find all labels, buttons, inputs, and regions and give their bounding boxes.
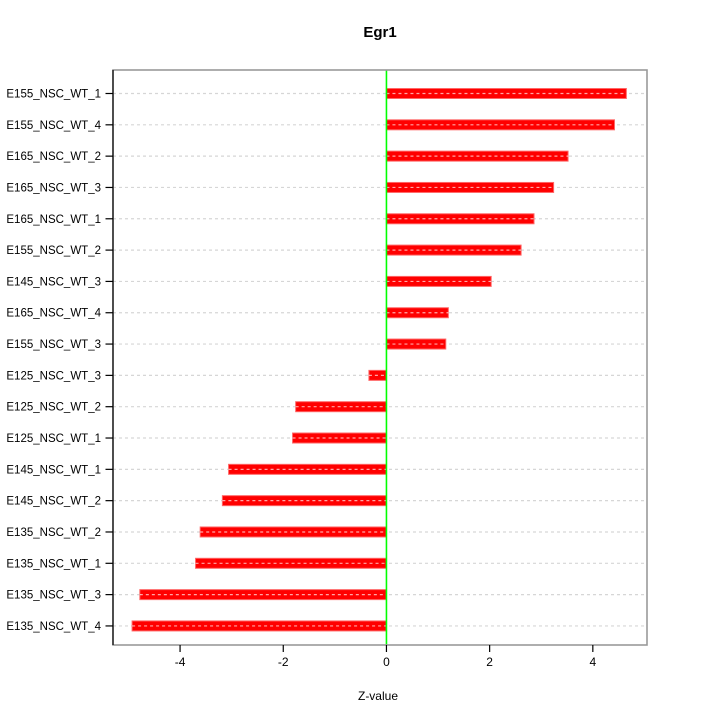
bar: [385, 88, 627, 99]
y-tick-label: E155_NSC_WT_2: [6, 245, 101, 257]
x-axis-label: Z-value: [358, 689, 398, 703]
y-tick-label: E155_NSC_WT_3: [6, 339, 101, 351]
y-tick-label: E125_NSC_WT_3: [6, 370, 101, 382]
y-tick-label: E165_NSC_WT_3: [6, 182, 101, 194]
y-tick-label: E135_NSC_WT_1: [6, 558, 101, 570]
y-tick-label: E145_NSC_WT_2: [6, 496, 101, 508]
bar: [385, 275, 492, 287]
y-tick-label: E145_NSC_WT_1: [6, 464, 101, 476]
x-tick-label: 2: [486, 655, 493, 669]
x-tick-label: -4: [175, 655, 186, 669]
y-tick-label: E155_NSC_WT_4: [6, 120, 101, 132]
y-tick-label: E125_NSC_WT_2: [6, 402, 101, 414]
x-tick-label: 0: [383, 655, 390, 669]
y-tick-label: E135_NSC_WT_2: [6, 527, 101, 539]
x-tick-label: -2: [278, 655, 289, 669]
y-tick-label: E135_NSC_WT_3: [6, 590, 101, 602]
y-tick-label: E155_NSC_WT_1: [6, 89, 101, 101]
x-tick-label: 4: [589, 655, 596, 669]
y-tick-label: E165_NSC_WT_1: [6, 214, 101, 226]
y-tick-label: E165_NSC_WT_2: [6, 151, 101, 163]
chart-title: Egr1: [363, 24, 396, 41]
y-tick-label: E165_NSC_WT_4: [6, 308, 101, 320]
y-tick-label: E125_NSC_WT_1: [6, 433, 101, 445]
y-tick-label: E135_NSC_WT_4: [6, 621, 101, 633]
y-tick-label: E145_NSC_WT_3: [6, 276, 101, 288]
